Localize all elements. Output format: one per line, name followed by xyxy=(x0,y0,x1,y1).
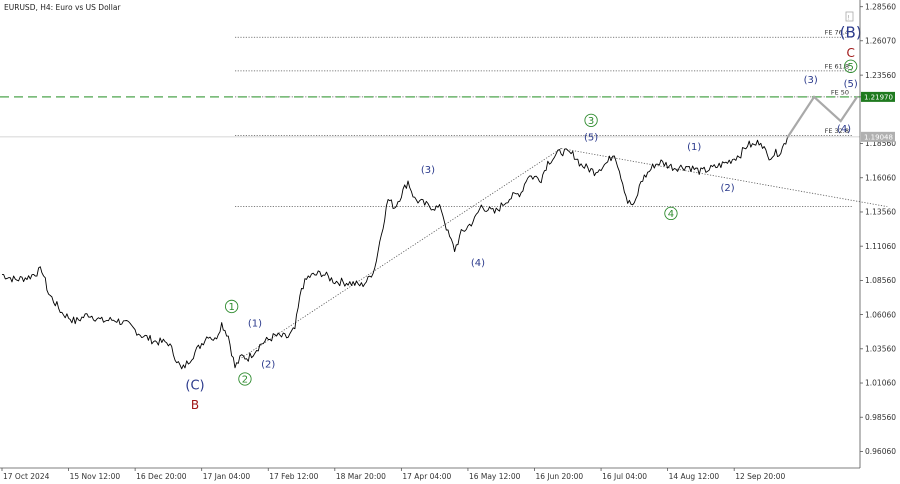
fe-level-label: FE 76.4 xyxy=(825,29,849,37)
y-tick-label: 1.23560 xyxy=(865,71,896,80)
y-tick-label: 1.28560 xyxy=(865,2,896,11)
wave-label: (4) xyxy=(837,124,851,135)
wave-label: (3) xyxy=(804,75,818,86)
y-tick-label: 1.18560 xyxy=(865,139,896,148)
wave-label: (5) xyxy=(844,79,858,90)
wave-label: (C) xyxy=(185,378,204,393)
y-tick-label: 0.96060 xyxy=(865,447,896,456)
current-price-tag xyxy=(861,131,895,142)
price-series-group xyxy=(1,137,788,370)
wave-label: (1) xyxy=(687,142,701,153)
projection-group xyxy=(786,95,859,139)
fe-level-label: FE 32.8 xyxy=(825,127,849,135)
wave-label: C xyxy=(846,46,854,60)
y-tick-label: 1.16060 xyxy=(865,173,896,182)
current-price-tag-label: 1.19048 xyxy=(864,133,893,141)
y-tick-label: 1.08560 xyxy=(865,276,896,285)
x-tick-label: 14 Aug 12:00 xyxy=(669,472,720,481)
trendlines xyxy=(241,148,888,359)
wave-annotations: (B) C 5 (3) (5) (4) 3 (5) (1) (2) 4 (3) (4) 1 (1) (2) 2 (… xyxy=(185,24,861,413)
x-tick-label: 18 Mar 20:00 xyxy=(336,472,386,481)
wave-circle xyxy=(224,299,239,314)
x-tick-label: 16 May 12:00 xyxy=(469,472,521,481)
target-price-tag xyxy=(861,91,895,102)
y-tick-label: 1.01060 xyxy=(865,379,896,388)
trendline xyxy=(241,148,562,359)
wave-label: (4) xyxy=(471,258,485,269)
chart-settings-icon[interactable]: ! xyxy=(845,11,854,22)
x-tick-label: 15 Nov 12:00 xyxy=(70,472,121,481)
x-tick-label: 17 Oct 2024 xyxy=(3,472,50,481)
x-tick-label: 17 Jan 04:00 xyxy=(203,472,251,481)
wave-label: 2 xyxy=(242,374,248,385)
y-tick-label: 0.98560 xyxy=(865,413,896,422)
projection-path xyxy=(786,95,859,139)
wave-circle xyxy=(664,206,678,221)
wave-circle xyxy=(238,372,252,386)
x-tick-label: 17 Apr 04:00 xyxy=(402,472,451,481)
x-tick-label: 17 Feb 12:00 xyxy=(269,472,318,481)
wave-circle xyxy=(584,113,598,127)
x-tick-label: 12 Sep 20:00 xyxy=(735,472,785,481)
wave-label: (1) xyxy=(248,318,262,329)
price-series xyxy=(1,137,788,370)
y-tick-label: 1.06060 xyxy=(865,310,896,319)
wave-label: 3 xyxy=(588,116,594,127)
plot-background xyxy=(0,0,860,468)
wave-label: (B) xyxy=(840,24,862,42)
y-tick-label: 1.11060 xyxy=(865,242,896,251)
wave-label: B xyxy=(191,398,199,412)
wave-label: (2) xyxy=(261,359,275,370)
wave-label: 5 xyxy=(847,62,853,73)
wave-label: 1 xyxy=(228,302,234,313)
fe-level-label: FE 61.8 xyxy=(825,62,849,70)
target-price-tag-label: 1.21970 xyxy=(864,93,893,101)
chart-title: EURUSD, H4: Euro vs US Dollar xyxy=(4,3,121,12)
x-tick-label: 16 Dec 20:00 xyxy=(136,472,187,481)
wave-label: 4 xyxy=(668,209,674,220)
trendline xyxy=(561,148,888,208)
x-tick-label: 16 Jun 20:00 xyxy=(536,472,584,481)
wave-circle xyxy=(844,59,858,73)
wave-label: (2) xyxy=(720,183,734,194)
x-tick-label: 16 Jul 04:00 xyxy=(602,472,647,481)
fe-level-label: FE 50 xyxy=(831,88,849,96)
horizontal-levels: FE 76.4 FE 61.8 FE 50 FE 32.8 xyxy=(0,29,860,208)
wave-label: (3) xyxy=(421,165,435,176)
y-tick-label: 1.26070 xyxy=(865,36,896,45)
svg-text:!: ! xyxy=(848,15,850,22)
y-tick-label: 1.13560 xyxy=(865,208,896,217)
wave-label: (5) xyxy=(584,132,598,143)
y-tick-label: 1.03560 xyxy=(865,345,896,354)
